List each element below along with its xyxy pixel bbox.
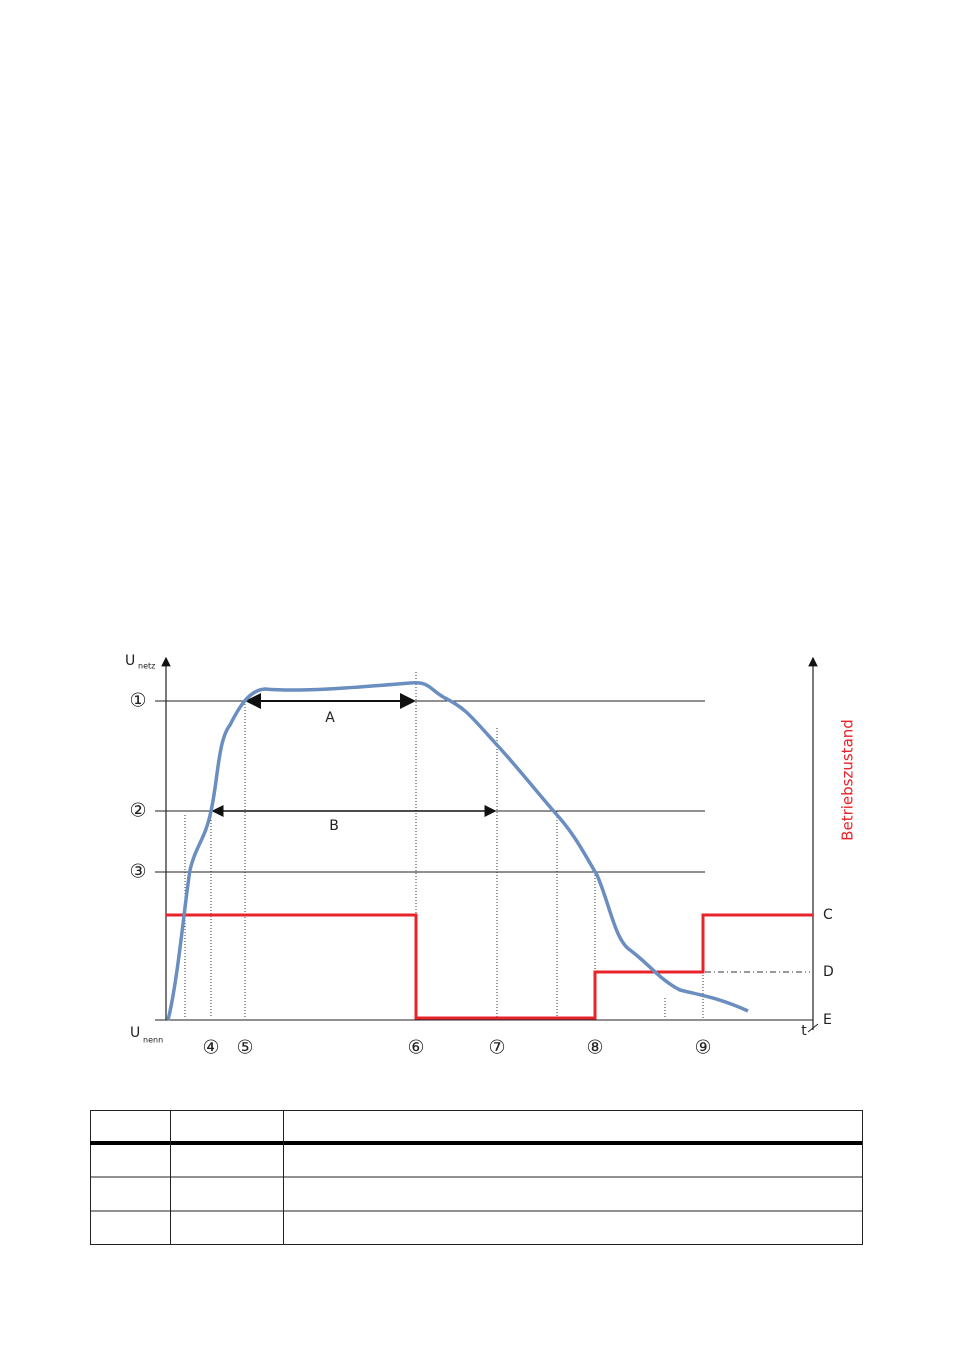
level-label: ② [129, 800, 146, 822]
state-label: C [823, 907, 833, 923]
table [90, 1110, 863, 1245]
y-subscript: nenn [143, 1036, 163, 1045]
state-label: D [823, 964, 834, 980]
marker-label: ⑨ [694, 1037, 711, 1059]
marker-label: ⑤ [236, 1037, 253, 1059]
y-symbol: U [125, 653, 135, 669]
state-label: E [823, 1012, 832, 1028]
state-axis-label: Betriebszustand [839, 719, 857, 841]
level-label: ① [129, 690, 146, 712]
level-label: ③ [129, 861, 146, 883]
dotted-lines [184, 672, 810, 1018]
state-line [166, 913, 813, 1020]
marker-label: ⑧ [586, 1037, 603, 1059]
axis-break [807, 1023, 819, 1033]
x-label: t [801, 1023, 807, 1039]
marker-label: ④ [202, 1037, 219, 1059]
span-label: B [329, 818, 339, 834]
marker-label: ⑥ [407, 1037, 424, 1059]
marker-label: ⑦ [488, 1037, 505, 1059]
y-symbol: U [130, 1025, 140, 1041]
span-label: A [325, 710, 335, 726]
voltage-curve [166, 680, 749, 1021]
y-subscript: netz [138, 662, 155, 671]
